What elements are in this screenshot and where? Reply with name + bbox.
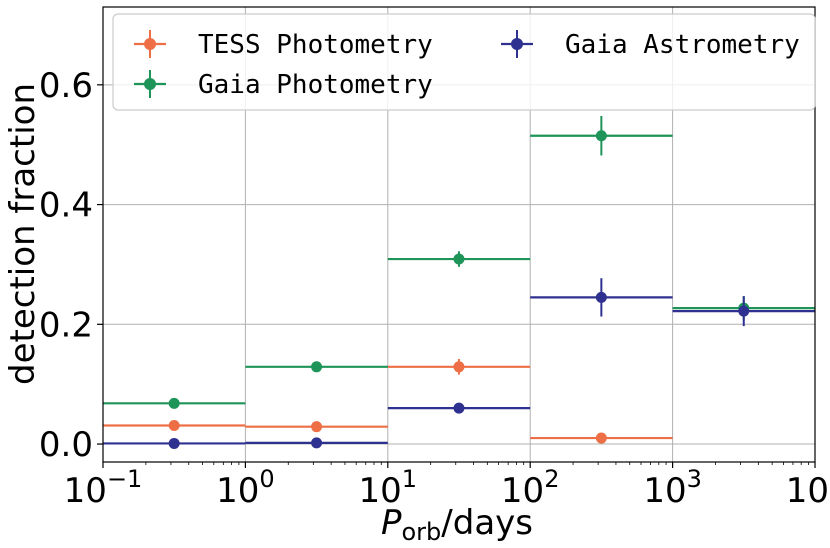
legend: TESS Photometry Gaia Photometry Gaia Astro…: [112, 13, 816, 111]
data-point: [168, 397, 180, 409]
data-point: [595, 432, 607, 444]
data-point: [453, 361, 465, 373]
x-tick-base: 10: [501, 471, 544, 511]
legend-label: Gaia Photometry: [198, 70, 433, 100]
x-tick-exponent: 4: [829, 465, 830, 493]
legend-label: Gaia Astrometry: [565, 30, 800, 60]
legend-entries: TESS Photometry Gaia Photometry Gaia Astro…: [134, 30, 800, 100]
x-axis-label: Porb/days: [381, 503, 533, 546]
x-tick-label: 104: [786, 465, 830, 511]
x-tick-exponent: −1: [107, 465, 142, 493]
legend-box: [112, 13, 816, 111]
x-tick-label: 10−1: [64, 465, 143, 511]
data-point: [168, 419, 180, 431]
legend-entry: TESS Photometry: [134, 30, 433, 60]
x-axis-label-subscript: orb: [402, 518, 442, 546]
data-point: [595, 130, 607, 142]
legend-marker-dot: [511, 38, 523, 50]
y-tick-label: 0.2: [39, 305, 93, 345]
y-tick-label: 0.6: [39, 66, 93, 106]
axis-ticks: 10−11001011021031040.00.20.40.6: [39, 66, 830, 511]
legend-marker-dot: [144, 78, 156, 90]
legend-marker-dot: [144, 38, 156, 50]
series-tess-photometry: [103, 359, 673, 444]
x-tick-label: 102: [501, 465, 560, 511]
x-tick-base: 10: [64, 471, 107, 511]
data-point: [738, 305, 750, 317]
x-tick-label: 100: [216, 465, 275, 511]
x-axis-label-symbol: P: [381, 503, 402, 543]
x-tick-label: 101: [359, 465, 418, 511]
data-point: [453, 402, 465, 414]
y-axis-label: detection fraction: [3, 83, 43, 385]
data-point: [595, 291, 607, 303]
data-point: [311, 361, 323, 373]
x-tick-exponent: 3: [687, 465, 702, 493]
x-tick-exponent: 2: [544, 465, 559, 493]
legend-label: TESS Photometry: [198, 30, 433, 60]
x-tick-label: 103: [643, 465, 702, 511]
x-tick-base: 10: [359, 471, 402, 511]
x-tick-base: 10: [216, 471, 259, 511]
plot-frame: [102, 6, 816, 463]
data-point: [453, 253, 465, 265]
legend-entry: Gaia Astrometry: [501, 30, 800, 60]
series-layer: [103, 115, 815, 449]
x-tick-exponent: 0: [259, 465, 274, 493]
x-axis-label-unit: /days: [441, 503, 533, 543]
y-tick-label: 0.0: [39, 425, 93, 465]
x-tick-base: 10: [786, 471, 829, 511]
data-point: [168, 437, 180, 449]
series-gaia-astrometry: [103, 278, 815, 449]
x-tick-exponent: 1: [402, 465, 417, 493]
legend-entry: Gaia Photometry: [134, 70, 433, 100]
data-point: [311, 421, 323, 433]
data-point: [311, 437, 323, 449]
x-tick-base: 10: [643, 471, 686, 511]
y-tick-label: 0.4: [39, 186, 93, 226]
